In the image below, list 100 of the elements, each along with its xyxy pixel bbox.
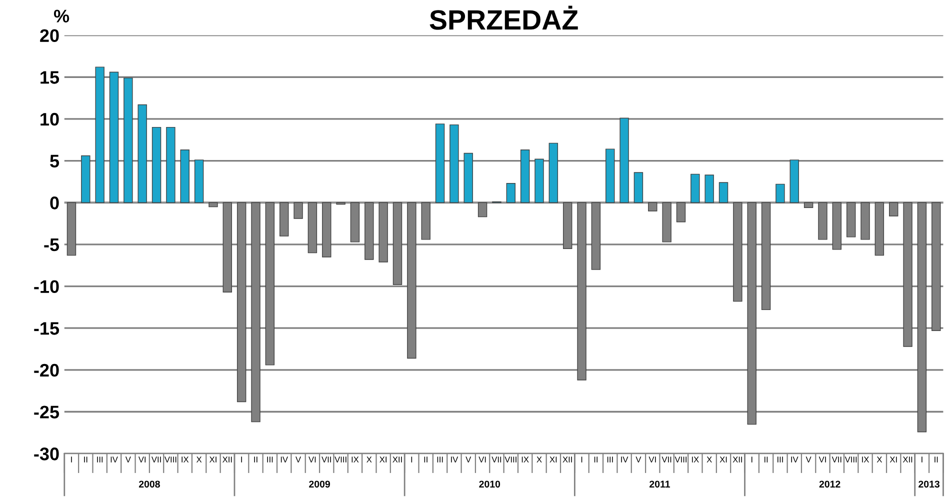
x-tick-label: VIII: [504, 456, 516, 462]
bar: [421, 202, 430, 240]
x-tick-label: XI: [550, 456, 557, 462]
bar: [634, 172, 644, 203]
x-tick-label: IX: [182, 456, 189, 462]
x-tick-label: V: [466, 456, 472, 462]
x-tick-label: VI: [478, 456, 486, 462]
x-tick-label: VI: [648, 456, 656, 462]
bar: [95, 66, 104, 203]
bar: [520, 150, 530, 203]
bar: [776, 184, 785, 203]
bar: [124, 78, 133, 203]
x-tick-label: X: [706, 456, 712, 462]
bar: [138, 104, 147, 203]
x-tick-label: VII: [832, 456, 842, 462]
text: 2009: [309, 480, 330, 488]
x-tick-label: VIII: [334, 456, 346, 462]
bar: [690, 174, 700, 203]
x-tick-label: IV: [451, 456, 458, 462]
x-tick-label: XII: [732, 456, 742, 462]
bar: [676, 202, 686, 222]
x-tick-label: XI: [720, 456, 727, 462]
x-tick-label: IV: [280, 456, 288, 462]
x-tick-label: XII: [392, 456, 402, 462]
bar: [804, 202, 814, 208]
text: 2011: [650, 480, 670, 488]
x-tick-label: III: [97, 456, 103, 462]
x-tick-label: VII: [322, 456, 331, 462]
text: 2010: [479, 480, 500, 488]
y-tick-label: 15: [40, 71, 60, 84]
x-tick-label: X: [366, 456, 372, 462]
y-tick-label: -5: [44, 238, 60, 252]
x-tick-label: IV: [110, 456, 118, 462]
bar: [818, 202, 828, 240]
x-tick-label: VI: [308, 456, 316, 462]
y-tick-label: 20: [40, 29, 59, 42]
x-tick-label: VIII: [164, 456, 176, 462]
y-tick-label: -10: [34, 280, 59, 293]
bar: [81, 155, 90, 203]
x-tick-label: I: [71, 456, 72, 462]
y-tick-label: 5: [50, 154, 60, 168]
y-axis-title: %: [54, 10, 70, 22]
bar: [450, 124, 459, 203]
x-tick-label: V: [125, 456, 131, 462]
x-tick-label: II: [934, 456, 938, 462]
x-tick-label: II: [424, 456, 428, 462]
bar: [606, 148, 615, 203]
bar: [478, 202, 488, 218]
x-tick-label: I: [241, 456, 242, 462]
y-tick-label: 10: [40, 112, 59, 126]
text: 2013: [918, 480, 940, 488]
y-tick-label: -15: [34, 322, 60, 335]
bar: [548, 142, 558, 203]
x-tick-label: X: [876, 456, 882, 462]
x-tick-label: III: [437, 456, 443, 462]
bar: [534, 158, 544, 203]
x-tick-label: V: [296, 456, 302, 462]
x-tick-label: II: [594, 456, 598, 462]
x-tick-label: VII: [151, 456, 161, 462]
x-tick-label: VIII: [674, 456, 686, 462]
x-tick-label: VII: [492, 456, 502, 462]
x-tick-label: VIII: [844, 456, 857, 462]
x-tick-label: IX: [522, 456, 529, 462]
x-tick-label: IX: [862, 456, 870, 462]
x-tick-label: XI: [380, 456, 386, 462]
bar: [280, 202, 289, 236]
x-tick-label: I: [581, 456, 582, 462]
bar: [889, 202, 898, 216]
bar: [648, 202, 658, 212]
x-tick-label: IV: [621, 456, 628, 462]
chart-title: SPRZEDAŻ: [430, 6, 578, 30]
bar: [790, 160, 799, 203]
x-tick-label: XII: [562, 456, 572, 462]
bar: [180, 150, 190, 203]
bar: [860, 202, 870, 240]
bar: [506, 183, 516, 203]
x-tick-label: XI: [890, 456, 897, 462]
x-tick-label: V: [806, 456, 812, 462]
x-tick-label: X: [196, 456, 202, 462]
bar: [464, 152, 473, 203]
x-tick-label: VII: [662, 456, 672, 462]
bar: [846, 202, 856, 238]
x-tick-label: VI: [138, 456, 146, 462]
y-tick-label: -25: [34, 406, 60, 418]
x-tick-label: III: [607, 456, 613, 462]
bar: [294, 202, 303, 219]
x-tick-label: III: [267, 456, 273, 462]
x-tick-label: IX: [352, 456, 359, 462]
y-tick-label: -20: [34, 364, 59, 377]
bar: [152, 126, 162, 203]
y-tick-label: 0: [50, 196, 59, 210]
bar: [194, 160, 204, 203]
x-tick-label: XI: [209, 456, 216, 462]
text: 2008: [138, 480, 160, 488]
x-tick-label: X: [536, 456, 542, 462]
x-tick-label: III: [778, 456, 783, 462]
x-tick-label: XII: [222, 456, 232, 462]
bar: [718, 182, 728, 203]
x-tick-label: XII: [902, 456, 912, 462]
x-tick-label: I: [411, 456, 412, 462]
